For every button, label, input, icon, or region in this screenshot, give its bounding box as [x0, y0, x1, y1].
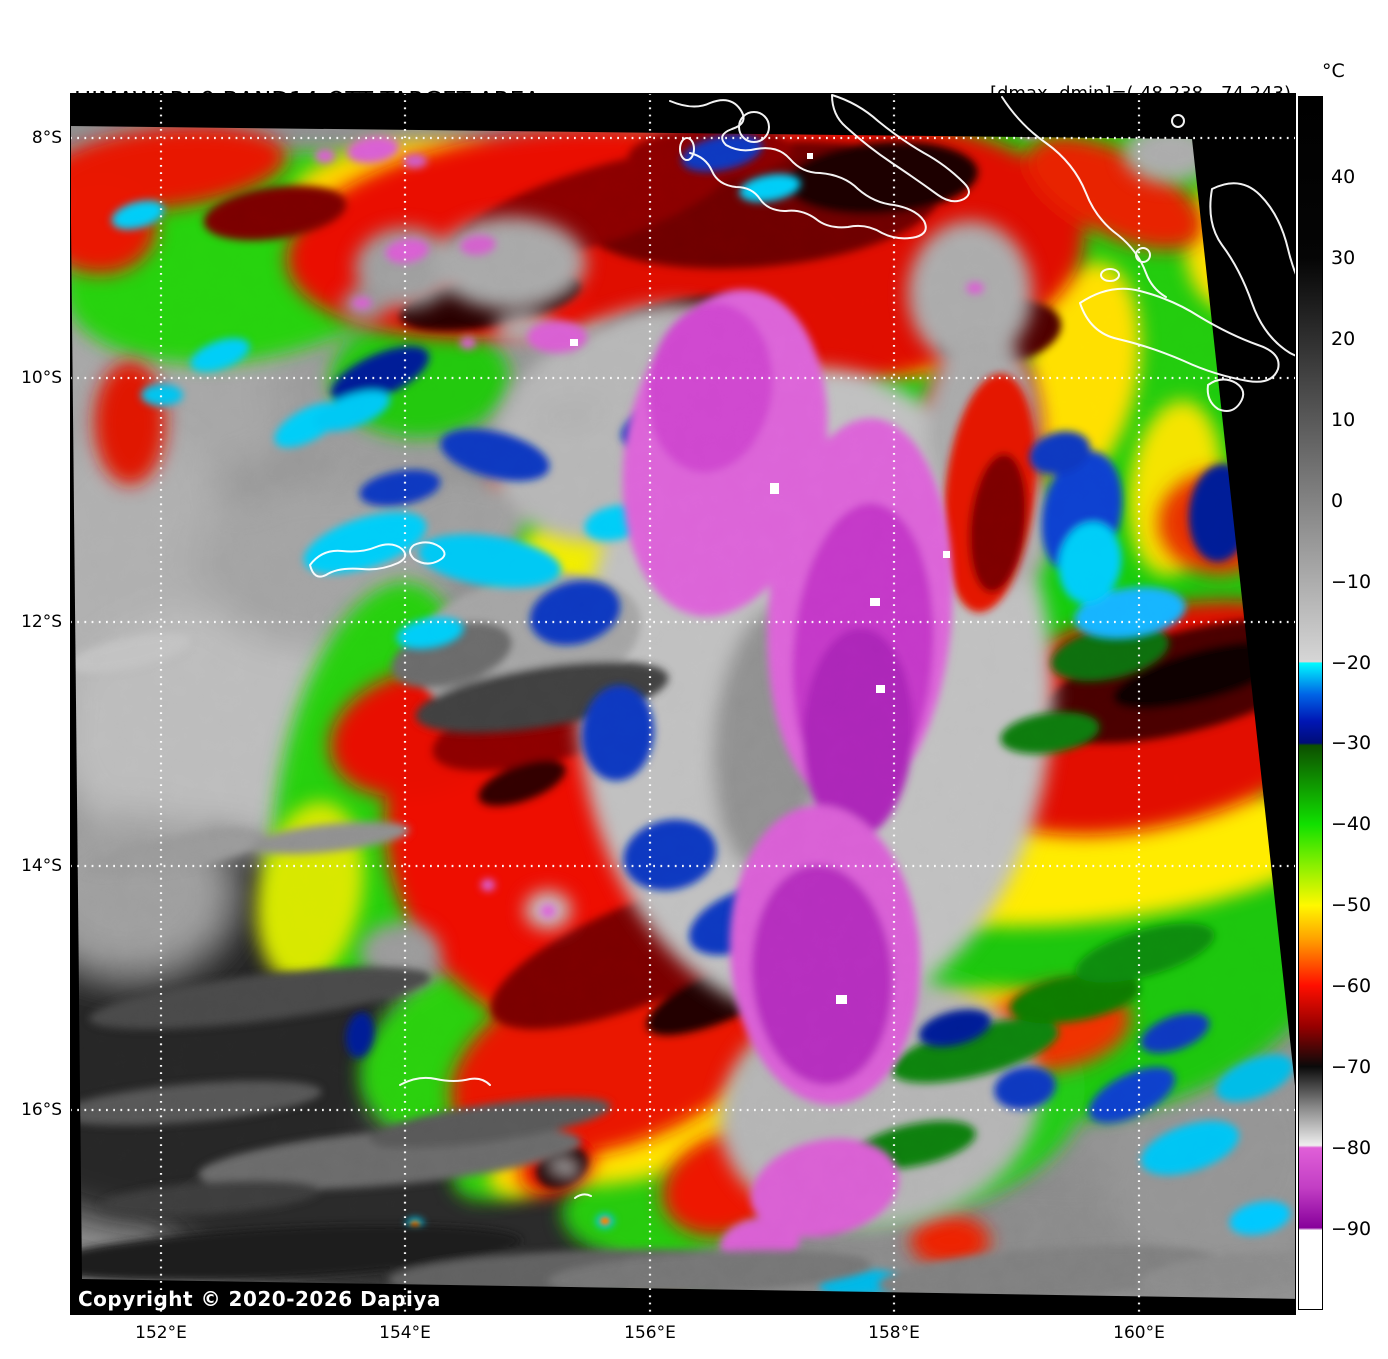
coastline-islet	[574, 1193, 592, 1199]
colorbar-tick-label: 20	[1331, 327, 1356, 350]
colorbar-tick-label: −60	[1331, 975, 1372, 998]
colorbar-unit-label: °C	[1322, 60, 1345, 82]
map-frame	[70, 93, 1296, 1315]
colorbar-tick-label: 0	[1331, 489, 1344, 512]
latitude-tick-label: 10°S	[21, 368, 62, 388]
coastlines	[309, 94, 1296, 1199]
latitude-tick-label: 16°S	[21, 1100, 62, 1120]
longitude-tick-label: 158°E	[868, 1323, 920, 1343]
colorbar-tick-label: −80	[1331, 1137, 1372, 1160]
coastline-bougainville	[1209, 182, 1296, 357]
coastline-island	[738, 111, 770, 143]
colorbar-tick-label: 30	[1331, 246, 1356, 269]
colorbar-tick-label: −50	[1331, 894, 1372, 917]
coastline-island-elongated	[1079, 287, 1280, 383]
coastline-islet	[1135, 247, 1151, 263]
longitude-tick-label: 156°E	[624, 1323, 676, 1343]
coastline-new-ireland	[831, 94, 970, 203]
copyright-label: Copyright © 2020-2026 Dapiya	[78, 1287, 441, 1311]
colorbar-tick-label: −10	[1331, 570, 1372, 593]
latitude-tick-label: 8°S	[31, 128, 62, 148]
data-swath	[70, 126, 1296, 1299]
satellite-scene	[70, 93, 1296, 1315]
longitude-tick-label: 154°E	[379, 1323, 431, 1343]
colorbar-tick-label: −30	[1331, 732, 1372, 755]
colorbar-tick-label: −20	[1331, 651, 1372, 674]
coastline-right-coast	[1001, 96, 1167, 298]
coastline-island	[679, 137, 695, 161]
latitude-tick-label: 12°S	[21, 612, 62, 632]
colorbar-tick-label: −40	[1331, 813, 1372, 836]
latitude-tick-label: 14°S	[21, 856, 62, 876]
coastline-islet	[1100, 268, 1120, 282]
map-area: Copyright © 2020-2026 Dapiya	[70, 93, 1296, 1315]
coastline-new-britain	[669, 99, 927, 240]
cloud-texture-noise	[70, 126, 1296, 1299]
coastline-islet	[1171, 114, 1185, 128]
colorbar-gradient	[1299, 97, 1322, 1309]
coastline-islands-left	[309, 543, 407, 578]
coastline-islet	[1206, 378, 1245, 412]
coastline-islet	[409, 541, 446, 565]
colorbar	[1298, 96, 1323, 1310]
longitude-tick-label: 152°E	[135, 1323, 187, 1343]
colorbar-tick-label: −70	[1331, 1056, 1372, 1079]
coastline-islet	[399, 1076, 491, 1086]
colorbar-tick-label: 10	[1331, 408, 1356, 431]
graticule-gridlines	[70, 93, 1296, 1315]
longitude-tick-label: 160°E	[1113, 1323, 1165, 1343]
colorbar-tick-label: −90	[1331, 1218, 1372, 1241]
colorbar-tick-label: 40	[1331, 165, 1356, 188]
